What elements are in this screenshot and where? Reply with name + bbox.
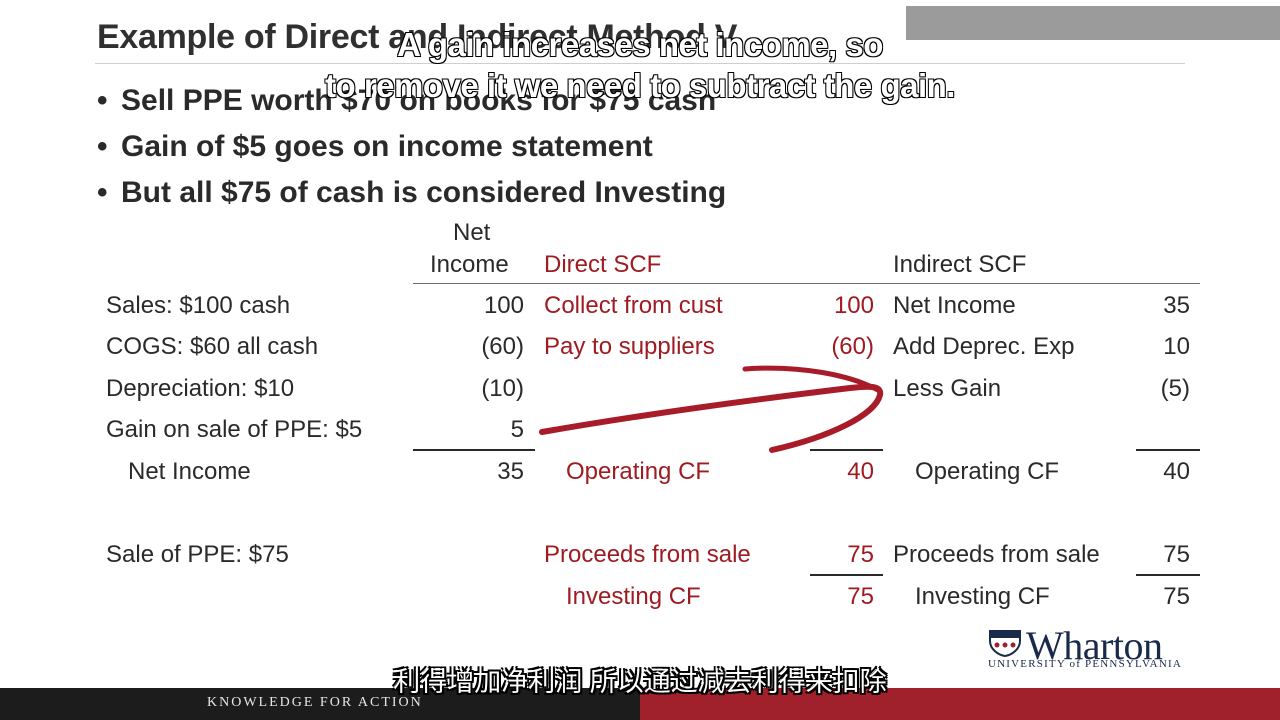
- indirect-total-underline: [1136, 449, 1200, 451]
- row-indirect-value: 10: [1163, 333, 1190, 360]
- header-net: Net: [453, 219, 491, 246]
- row-label: COGS: $60 all cash: [106, 333, 319, 360]
- direct-proceeds-label: Proceeds from sale: [544, 541, 751, 568]
- header-indirect-scf: Indirect SCF: [893, 251, 1027, 278]
- row-label: Gain on sale of PPE: $5: [106, 416, 363, 443]
- indirect-investing-cf-label: Investing CF: [915, 583, 1050, 610]
- row-ni-value: (60): [481, 333, 524, 360]
- row-ni-value: 100: [483, 292, 524, 319]
- row-indirect-value: (5): [1160, 375, 1190, 402]
- row-indirect-label: Net Income: [893, 292, 1016, 319]
- bullet-text: Gain of $5 goes on income statement: [121, 130, 653, 163]
- subtitle-chinese: 利得增加净利润 所以通过减去利得来扣除: [393, 667, 887, 697]
- bullet-dot-icon: •: [97, 176, 108, 209]
- indirect-operating-cf-value: 40: [1163, 458, 1190, 485]
- net-income-label: Net Income: [128, 458, 251, 485]
- indirect-investing-cf-value: 75: [1163, 583, 1190, 610]
- row-label: Sales: $100 cash: [106, 292, 291, 319]
- header-direct-scf: Direct SCF: [544, 251, 662, 278]
- row-direct-label: Collect from cust: [544, 292, 723, 319]
- bullet-item: • Gain of $5 goes on income statement: [97, 130, 653, 164]
- bullet-dot-icon: •: [97, 130, 108, 163]
- header-underline: [413, 283, 1200, 284]
- row-indirect-label: Less Gain: [893, 375, 1002, 402]
- direct-total-underline: [810, 449, 883, 451]
- wharton-shield-icon: [989, 630, 1021, 657]
- bullet-item: • But all $75 of cash is considered Inves…: [97, 176, 726, 210]
- footer-red-band: [640, 688, 1280, 720]
- direct-investing-underline: [810, 574, 883, 576]
- indirect-proceeds-value: 75: [1163, 541, 1190, 568]
- sale-ppe-label: Sale of PPE: $75: [106, 541, 289, 568]
- ni-total-underline: [413, 449, 535, 451]
- row-indirect-value: 35: [1163, 292, 1190, 319]
- subtitle-english-line1: A gain increases net income, so: [396, 25, 884, 64]
- indirect-operating-cf-label: Operating CF: [915, 458, 1060, 485]
- footer-dark-band: [0, 688, 640, 720]
- top-gray-bar: [906, 6, 1280, 40]
- bullet-dot-icon: •: [97, 84, 108, 117]
- net-income-value: 35: [497, 458, 524, 485]
- row-direct-value: 100: [833, 292, 874, 319]
- row-label: Depreciation: $10: [106, 375, 295, 402]
- indirect-proceeds-label: Proceeds from sale: [893, 541, 1100, 568]
- subtitle-english-line2: to remove it we need to subtract the gai…: [324, 66, 956, 105]
- footer-tagline: KNOWLEDGE FOR ACTION: [207, 695, 423, 710]
- bullet-item: • Sell PPE worth $70 on books for $75 cas…: [97, 84, 716, 118]
- direct-operating-cf-label: Operating CF: [566, 458, 711, 485]
- row-indirect-label: Add Deprec. Exp: [893, 333, 1075, 360]
- wharton-logo-subtitle: UNIVERSITY of PENNSYLVANIA: [988, 658, 1182, 670]
- indirect-investing-underline: [1136, 574, 1200, 576]
- row-ni-value: (10): [481, 375, 524, 402]
- direct-investing-cf-value: 75: [847, 583, 874, 610]
- row-direct-label: Pay to suppliers: [544, 333, 715, 360]
- row-direct-value: (60): [831, 333, 874, 360]
- wharton-logo-text: Wharton: [1026, 623, 1163, 668]
- bullet-text: Sell PPE worth $70 on books for $75 cash: [121, 84, 717, 117]
- header-income: Income: [430, 251, 509, 278]
- annotation-arrow-icon: [539, 365, 884, 453]
- direct-proceeds-value: 75: [847, 541, 874, 568]
- row-ni-value: 5: [510, 416, 524, 443]
- slide-title: Example of Direct and Indirect Method V: [97, 18, 738, 56]
- direct-operating-cf-value: 40: [847, 458, 874, 485]
- direct-investing-cf-label: Investing CF: [566, 583, 701, 610]
- title-divider: [95, 63, 1185, 64]
- bullet-text: But all $75 of cash is considered Invest…: [121, 176, 727, 209]
